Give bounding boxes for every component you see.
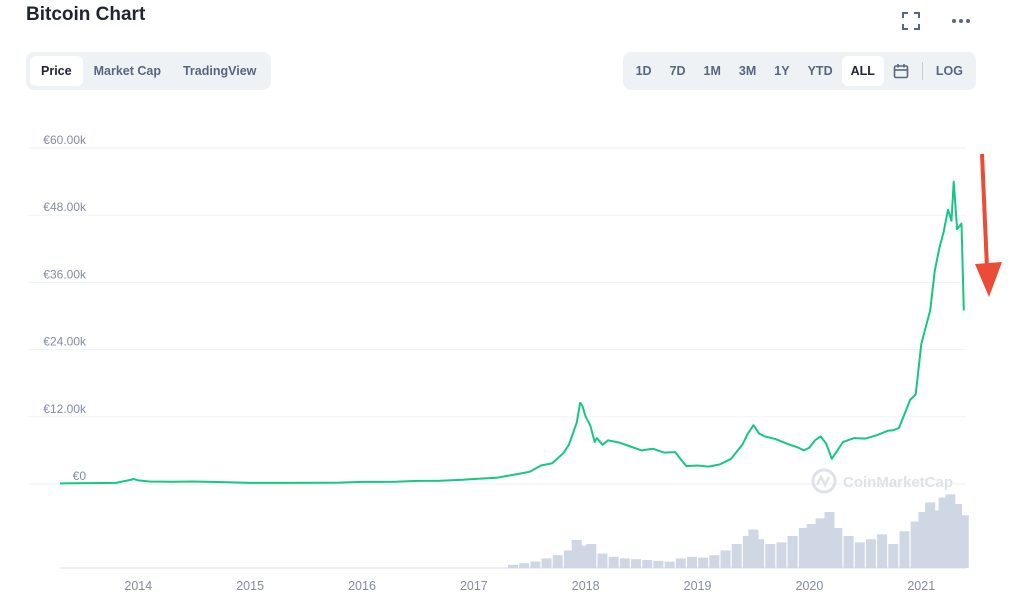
volume-bar: [806, 524, 817, 568]
range-ytd[interactable]: YTD: [807, 64, 833, 78]
log-toggle[interactable]: LOG: [935, 64, 963, 78]
watermark-text: CoinMarketCap: [843, 474, 953, 491]
volume-bar: [731, 544, 742, 568]
volume-bar: [709, 555, 720, 568]
volume-bar: [578, 545, 589, 568]
volume-bar: [508, 564, 518, 568]
y-tick-label: €36.00k: [43, 267, 87, 281]
volume-bar: [631, 559, 642, 568]
calendar-icon[interactable]: [884, 56, 918, 86]
tab-market-cap[interactable]: Market Cap: [93, 64, 161, 78]
x-tick-label: 2015: [236, 579, 264, 593]
y-tick-label: €24.00k: [43, 335, 87, 349]
volume-bar: [931, 510, 942, 568]
volume-bar: [541, 558, 552, 568]
x-tick-label: 2020: [796, 579, 824, 593]
volume-bar: [675, 558, 686, 568]
volume-bar: [776, 542, 787, 568]
x-tick-label: 2016: [348, 579, 376, 593]
volume-bar: [698, 557, 709, 568]
volume-bar: [597, 553, 608, 568]
x-tick-label: 2019: [684, 579, 712, 593]
volume-bar: [952, 504, 963, 568]
y-tick-label: €48.00k: [43, 200, 87, 214]
x-tick-label: 2018: [572, 579, 600, 593]
volume-bar: [530, 561, 541, 568]
divider: [921, 62, 923, 80]
volume-bar: [619, 558, 630, 568]
volume-bar: [865, 539, 876, 568]
volume-bar: [787, 536, 798, 568]
x-tick-label: 2014: [124, 579, 152, 593]
chart-type-tabs: Price Market Cap TradingView: [26, 52, 272, 90]
more-icon[interactable]: [950, 10, 972, 32]
y-tick-label: €0: [73, 469, 87, 483]
volume-bar: [742, 536, 753, 568]
volume-bar: [664, 561, 675, 568]
fullscreen-icon[interactable]: [900, 10, 922, 32]
volume-bar: [563, 550, 574, 568]
volume-bar: [877, 534, 888, 568]
range-1d[interactable]: 1D: [635, 64, 652, 78]
tab-tradingview[interactable]: TradingView: [182, 64, 257, 78]
volume-bar: [958, 515, 969, 568]
volume-bar: [899, 531, 910, 568]
volume-bar: [798, 528, 809, 568]
volume-bar: [686, 556, 697, 568]
volume-bar: [832, 528, 843, 568]
volume-bar: [519, 563, 530, 568]
volume-bar: [910, 521, 921, 568]
x-tick-label: 2017: [460, 579, 488, 593]
range-3m[interactable]: 3M: [738, 64, 757, 78]
price-line: [59, 180, 965, 485]
volume-bar: [608, 556, 619, 568]
volume-bar: [754, 539, 765, 568]
page-title: Bitcoin Chart: [26, 4, 146, 25]
time-range-selector: 1D 7D 1M 3M 1Y YTD ALL LOG: [622, 52, 976, 90]
volume-bar: [945, 494, 956, 568]
volume-bar: [765, 544, 776, 568]
volume-bar: [642, 560, 653, 568]
volume-bar: [888, 544, 899, 568]
volume-bar: [854, 542, 865, 568]
volume-bar: [938, 497, 949, 568]
volume-bar: [720, 550, 731, 568]
volume-bar: [653, 560, 664, 568]
y-tick-label: €60.00k: [43, 133, 87, 147]
volume-bar: [918, 512, 929, 568]
volume-bar: [586, 544, 597, 568]
volume-bar: [843, 536, 854, 568]
x-tick-label: 2021: [907, 579, 935, 593]
volume-bar: [815, 518, 826, 568]
range-7d[interactable]: 7D: [669, 64, 686, 78]
coinmarketcap-watermark: CoinMarketCap: [811, 468, 953, 494]
volume-bar: [552, 555, 563, 568]
tab-price[interactable]: Price: [30, 56, 83, 86]
volume-bar: [571, 540, 582, 568]
range-1m[interactable]: 1M: [703, 64, 721, 78]
range-all[interactable]: ALL: [841, 56, 884, 86]
red-down-arrow: [975, 153, 1002, 297]
range-1y[interactable]: 1Y: [774, 64, 790, 78]
y-tick-label: €12.00k: [43, 402, 87, 416]
volume-bar: [925, 502, 936, 568]
volume-bar: [824, 512, 835, 568]
volume-bar: [748, 529, 759, 568]
